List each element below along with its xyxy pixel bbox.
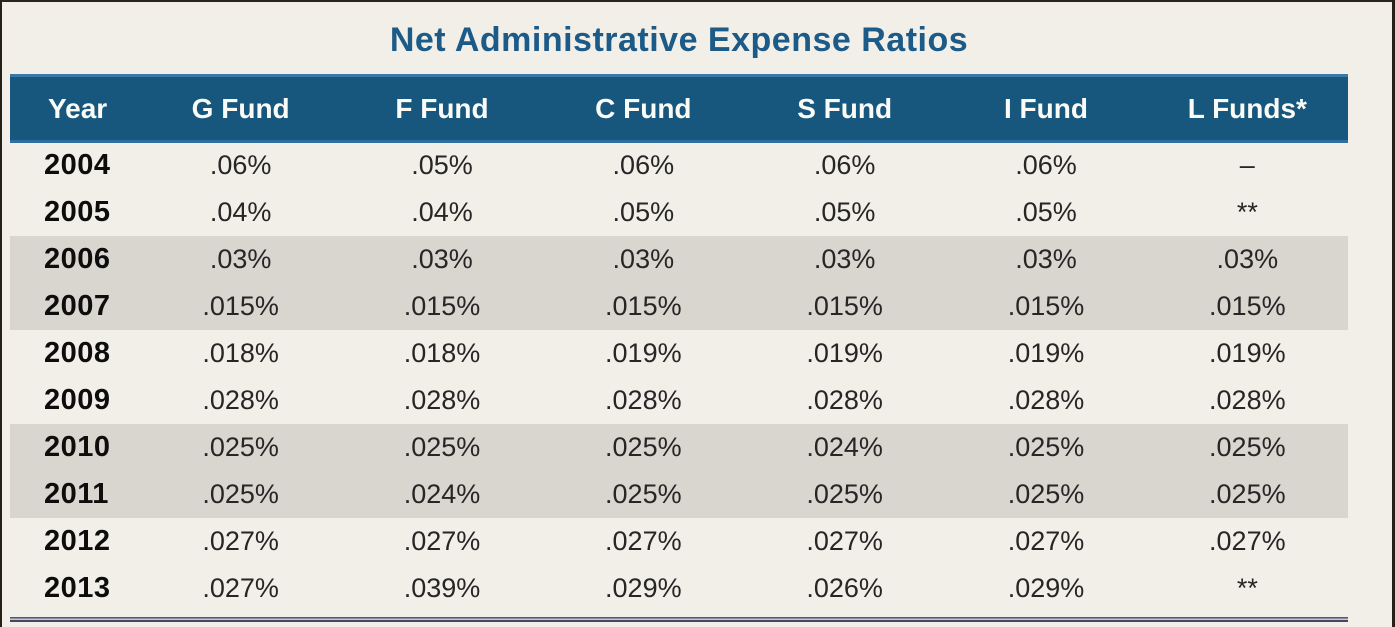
value-cell: .027%	[605, 525, 682, 556]
value-cell: .03%	[612, 243, 675, 274]
table-row: 2009 .028% .028% .028% .028% .028% .028%	[10, 377, 1348, 424]
year-cell: 2008	[44, 336, 111, 369]
year-cell: 2006	[44, 242, 111, 275]
value-cell: .05%	[411, 150, 473, 181]
value-cell: .015%	[403, 290, 481, 321]
value-cell: .028%	[403, 384, 481, 415]
value-cell: .04%	[411, 196, 473, 227]
value-cell: .025%	[202, 478, 279, 509]
value-cell: .06%	[209, 150, 272, 181]
value-cell: .018%	[403, 337, 481, 368]
expense-ratios-table: Year G Fund F Fund C Fund S Fund I Fund …	[10, 74, 1348, 612]
value-cell: **	[1236, 196, 1258, 227]
value-cell: .04%	[209, 196, 272, 227]
year-cell: 2010	[44, 430, 111, 463]
value-cell: .027%	[806, 525, 883, 556]
value-cell: .019%	[1209, 337, 1286, 368]
table-row: 2007 .015% .015% .015% .015% .015% .015%	[10, 282, 1348, 330]
value-cell: .03%	[1015, 243, 1077, 274]
value-cell: .027%	[1007, 525, 1085, 556]
column-header-l-funds: L Funds*	[1187, 92, 1307, 124]
bottom-rule	[10, 616, 1348, 622]
value-cell: .015%	[1007, 290, 1085, 321]
value-cell: .05%	[1015, 196, 1077, 227]
value-cell: .019%	[806, 337, 883, 368]
value-cell: **	[1236, 572, 1258, 603]
value-cell: .05%	[813, 196, 876, 227]
value-cell: .06%	[1015, 150, 1077, 181]
table-row: 2004 .06% .05% .06% .06% .06% –	[10, 142, 1348, 189]
year-cell: 2007	[44, 289, 111, 322]
value-cell: .029%	[1007, 572, 1085, 603]
value-cell: .025%	[605, 478, 682, 509]
column-header-g-fund: G Fund	[191, 92, 290, 124]
value-cell: .015%	[605, 290, 682, 321]
value-cell: .05%	[612, 196, 675, 227]
value-cell: .025%	[1007, 431, 1085, 462]
value-cell: .025%	[403, 431, 481, 462]
table-row: 2005 .04% .04% .05% .05% .05% **	[10, 189, 1348, 236]
value-cell: .027%	[202, 525, 279, 556]
value-cell: .025%	[605, 431, 682, 462]
value-cell: .027%	[1209, 525, 1286, 556]
value-cell: .039%	[403, 572, 481, 603]
column-header-i-fund: I Fund	[1003, 92, 1088, 124]
table-row: 2006 .03% .03% .03% .03% .03% .03%	[10, 235, 1348, 283]
column-header-f-fund: F Fund	[395, 92, 489, 124]
value-cell: .028%	[806, 384, 883, 415]
table-row: 2008 .018% .018% .019% .019% .019% .019%	[10, 330, 1348, 377]
title-band: Net Administrative Expense Ratios	[10, 2, 1348, 74]
value-cell: .028%	[1007, 384, 1085, 415]
value-cell: .024%	[806, 431, 883, 462]
value-cell: .027%	[202, 572, 279, 603]
year-cell: 2009	[44, 383, 111, 416]
value-cell: .06%	[612, 150, 675, 181]
table-row: 2013 .027% .039% .029% .026% .029% **	[10, 565, 1348, 612]
value-cell: .028%	[202, 384, 279, 415]
table-row: 2011 .025% .024% .025% .025% .025% .025%	[10, 470, 1348, 518]
year-cell: 2013	[44, 571, 111, 604]
value-cell: .026%	[806, 572, 883, 603]
header-row: Year G Fund F Fund C Fund S Fund I Fund …	[10, 75, 1348, 142]
value-cell: .015%	[202, 290, 279, 321]
value-cell: .025%	[202, 431, 279, 462]
table-row: 2010 .025% .025% .025% .024% .025% .025%	[10, 423, 1348, 471]
value-cell: –	[1239, 150, 1255, 181]
value-cell: .015%	[806, 290, 883, 321]
value-cell: .024%	[403, 478, 481, 509]
value-cell: .025%	[1007, 478, 1085, 509]
value-cell: .028%	[605, 384, 682, 415]
year-cell: 2004	[44, 149, 111, 182]
value-cell: .025%	[1209, 431, 1286, 462]
year-cell: 2011	[44, 477, 109, 510]
value-cell: .019%	[605, 337, 682, 368]
value-cell: .018%	[202, 337, 279, 368]
value-cell: .06%	[813, 150, 876, 181]
value-cell: .028%	[1209, 384, 1286, 415]
value-cell: .019%	[1007, 337, 1085, 368]
column-header-year: Year	[48, 92, 108, 124]
value-cell: .03%	[209, 243, 272, 274]
year-cell: 2012	[44, 524, 111, 557]
value-cell: .029%	[605, 572, 682, 603]
value-cell: .03%	[813, 243, 876, 274]
column-header-c-fund: C Fund	[595, 92, 692, 124]
value-cell: .027%	[403, 525, 481, 556]
table-body: 2004 .06% .05% .06% .06% .06% – 2005 .04% .04% .05…	[10, 142, 1348, 612]
table-row: 2012 .027% .027% .027% .027% .027% .027%	[10, 518, 1348, 565]
page-title: Net Administrative Expense Ratios	[389, 20, 969, 59]
value-cell: .025%	[1209, 478, 1286, 509]
value-cell: .03%	[1216, 243, 1279, 274]
value-cell: .03%	[411, 243, 473, 274]
column-header-s-fund: S Fund	[797, 92, 893, 124]
value-cell: .015%	[1209, 290, 1286, 321]
year-cell: 2005	[44, 195, 111, 228]
value-cell: .025%	[806, 478, 883, 509]
